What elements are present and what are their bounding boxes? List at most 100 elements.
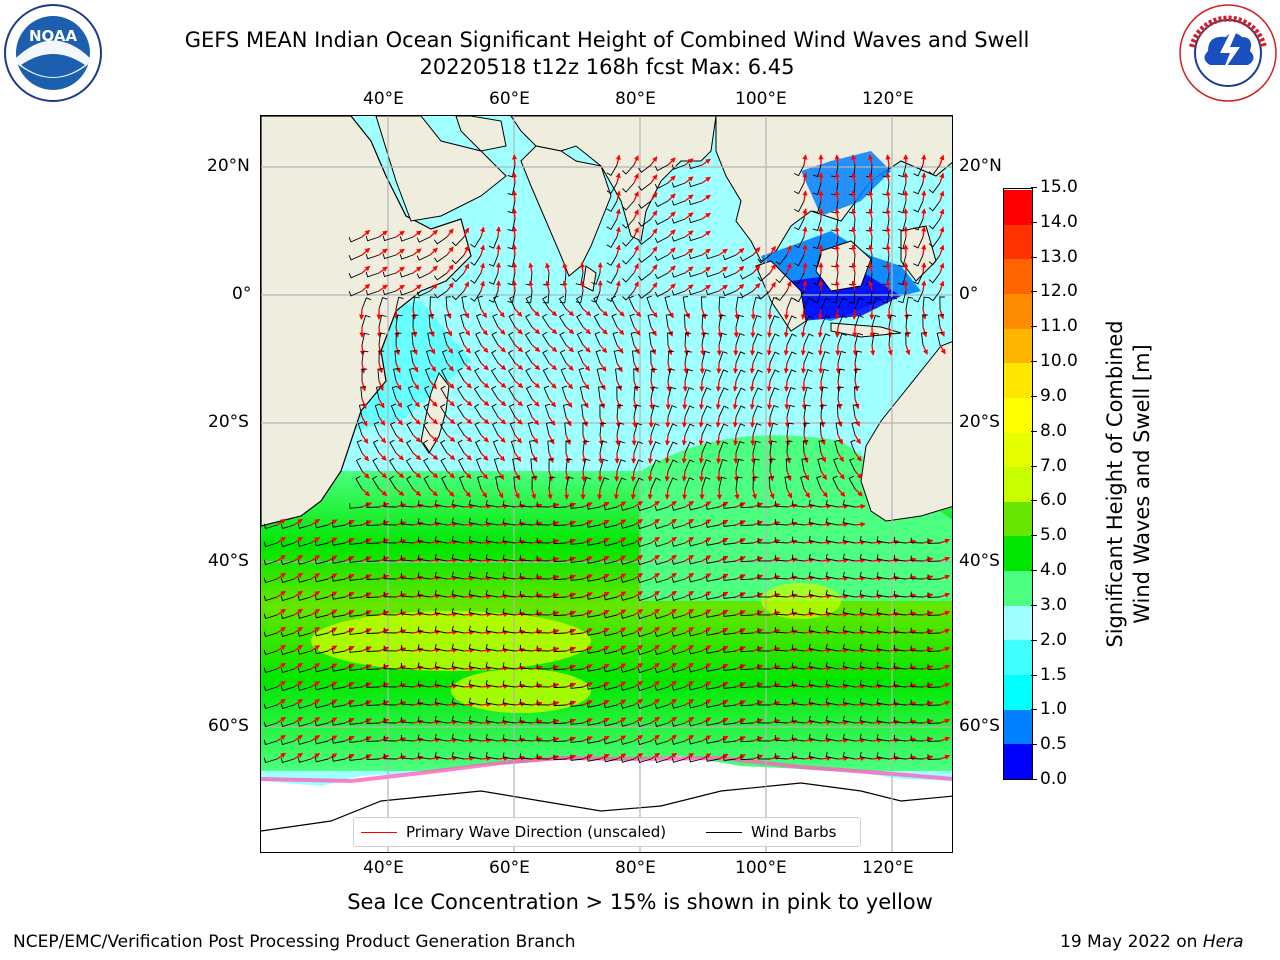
wave-direction-arrow — [786, 262, 792, 274]
wind-barb — [622, 200, 635, 211]
wind-barb — [417, 536, 431, 544]
wave-direction-arrow — [854, 398, 860, 410]
wind-barb — [382, 271, 397, 278]
wave-direction-arrow — [786, 488, 793, 499]
lon-tick-top: 120°E — [862, 89, 914, 109]
wind-barb — [468, 517, 482, 526]
wind-barb — [791, 536, 805, 544]
wind-barb — [735, 333, 745, 346]
wind-barb — [412, 296, 420, 310]
wind-barb — [441, 475, 448, 490]
wind-barb — [650, 459, 661, 472]
wave-direction-arrow — [395, 380, 402, 391]
wind-barb — [718, 405, 729, 418]
wind-barb — [622, 254, 635, 265]
wind-barb — [637, 505, 652, 512]
wave-direction-arrow — [715, 416, 721, 428]
wind-barb — [536, 501, 550, 508]
wave-direction-arrow — [497, 416, 507, 425]
wind-barb — [383, 537, 397, 544]
wave-direction-arrow — [885, 226, 891, 238]
wind-barb — [837, 315, 848, 328]
wind-barb — [832, 475, 839, 490]
wind-barb — [735, 296, 743, 310]
wave-direction-arrow — [531, 380, 541, 389]
wave-direction-arrow — [750, 308, 756, 320]
colorbar-tick-label: 1.5 — [1030, 664, 1068, 685]
wind-barb — [553, 502, 567, 509]
wind-barb — [361, 332, 370, 346]
wave-direction-arrow — [531, 308, 540, 317]
wind-barb — [576, 331, 584, 346]
wind-barb — [718, 387, 729, 400]
wave-direction-arrow — [650, 264, 658, 274]
wave-direction-arrow — [868, 262, 874, 274]
wave-direction-arrow — [715, 434, 721, 446]
legend-swatch-wind-barbs — [706, 831, 742, 833]
wave-direction-arrow — [716, 452, 722, 464]
wind-barb — [665, 314, 672, 328]
wind-barb — [722, 290, 737, 297]
wind-barb — [553, 520, 567, 527]
wave-direction-arrow — [615, 280, 621, 292]
wave-direction-arrow — [378, 362, 384, 374]
wave-direction-arrow — [511, 262, 518, 274]
wave-direction-arrow — [749, 380, 755, 392]
wave-direction-arrow — [786, 280, 792, 292]
wave-direction-arrow — [446, 246, 454, 256]
wind-barb — [456, 421, 465, 436]
wave-direction-arrow — [616, 344, 624, 354]
wave-direction-arrow — [818, 380, 824, 392]
wind-barb — [629, 313, 635, 328]
wind-barb — [701, 476, 711, 490]
wave-direction-arrow — [395, 248, 405, 256]
colorbar-tick-label: 8.0 — [1030, 420, 1068, 441]
wind-barb — [424, 367, 431, 382]
wind-barb — [705, 289, 720, 296]
wind-barb — [893, 536, 907, 544]
wind-barb — [578, 367, 585, 382]
legend-item-wind-barbs: Wind Barbs — [706, 823, 836, 841]
wind-barb — [606, 182, 618, 195]
wave-direction-arrow — [854, 452, 862, 462]
wind-barb — [495, 475, 501, 490]
wave-direction-arrow — [378, 452, 387, 461]
wave-direction-arrow — [783, 344, 789, 356]
wind-barb — [637, 523, 652, 530]
wind-barb — [451, 254, 465, 265]
wind-barb — [671, 505, 686, 511]
wind-barb — [633, 368, 639, 382]
wind-barb — [400, 518, 414, 526]
wind-barb — [417, 500, 431, 508]
wind-barb — [793, 272, 805, 285]
wind-barb — [586, 504, 601, 510]
wind-barb — [457, 439, 465, 454]
wave-direction-arrow — [514, 344, 524, 353]
wave-direction-arrow — [649, 398, 655, 410]
wave-direction-arrow — [528, 262, 534, 274]
wave-direction-arrow — [701, 284, 711, 292]
wind-barb — [654, 505, 669, 512]
wave-direction-arrow — [446, 326, 453, 337]
wind-barb — [671, 541, 686, 547]
wave-direction-arrow — [854, 539, 866, 546]
wind-barb — [263, 541, 278, 548]
wind-barb — [603, 522, 618, 529]
wave-direction-arrow — [615, 244, 621, 256]
wind-barb — [488, 272, 499, 285]
wave-direction-arrow — [497, 470, 505, 480]
wave-direction-arrow — [868, 280, 874, 292]
wave-direction-arrow — [820, 488, 828, 498]
wind-barb — [752, 351, 763, 364]
wave-direction-arrow — [648, 434, 654, 446]
wind-barb — [509, 295, 516, 310]
lat-tick-left: 40°S — [208, 551, 249, 571]
wave-direction-arrow — [820, 503, 832, 509]
wave-direction-arrow — [495, 244, 502, 256]
wave-direction-arrow — [887, 344, 893, 356]
wind-barb — [490, 367, 499, 382]
wave-direction-arrow — [716, 488, 722, 500]
wave-direction-arrow — [633, 155, 639, 166]
wave-direction-arrow — [616, 326, 625, 336]
wave-direction-arrow — [817, 344, 824, 356]
